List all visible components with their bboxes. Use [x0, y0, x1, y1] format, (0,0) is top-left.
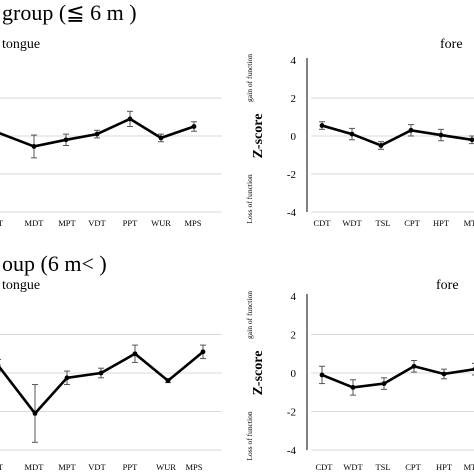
- data-point: [64, 375, 70, 381]
- x-tick-label: CDT: [316, 462, 334, 472]
- x-tick-label: MPS: [185, 462, 202, 472]
- y-tick-label: -4: [287, 207, 297, 219]
- chart-top-left: tongue PT MDT MPT VDT PPT WUR MPS: [0, 37, 222, 228]
- panel-label: fore: [440, 37, 463, 52]
- y-axis-label: Z-score: [251, 114, 266, 159]
- data-point: [381, 381, 387, 386]
- data-point: [98, 370, 104, 376]
- chart-bottom-left: tongue PT MDT MPT VDT PPT WUR MPS: [0, 278, 222, 472]
- x-tick-label: WDT: [343, 462, 363, 472]
- data-point: [127, 116, 133, 122]
- y-axis-label: Z-score: [251, 351, 266, 396]
- data-point: [32, 411, 38, 416]
- y-tick-label: 4: [291, 291, 297, 303]
- x-tick-label: MPT: [58, 462, 76, 472]
- panel-label: fore: [436, 278, 459, 293]
- data-point: [94, 131, 100, 137]
- x-tick-label: PT: [0, 218, 4, 228]
- x-tick-label: PPT: [123, 462, 138, 472]
- chart-top-right: fore 4 2 0 -2 -4 Z-score Loss of function gain …: [245, 37, 474, 228]
- y-axis-loss-label: Loss of function: [245, 174, 254, 223]
- x-tick-label: MDT: [25, 462, 45, 472]
- x-tick-label: CDT: [314, 218, 332, 228]
- x-tick-label: VDT: [88, 218, 106, 228]
- data-point: [411, 363, 417, 369]
- panel-label: tongue: [2, 37, 40, 52]
- x-tick-label: PPT: [123, 218, 138, 228]
- x-tick-label: TSL: [375, 218, 390, 228]
- x-tick-label: MPT: [58, 218, 76, 228]
- x-tick-label: HPT: [433, 218, 450, 228]
- x-tick-label: HPT: [436, 462, 453, 472]
- data-point: [132, 351, 138, 357]
- y-tick-label: 0: [291, 368, 297, 380]
- data-point: [349, 131, 355, 137]
- x-tick-label: PT: [0, 462, 4, 472]
- x-tick-label: MDT: [25, 218, 45, 228]
- data-point: [319, 372, 325, 378]
- series-line: [321, 124, 473, 147]
- x-tick-label: WDT: [342, 218, 362, 228]
- data-point: [408, 127, 414, 133]
- panel-label: tongue: [2, 278, 40, 293]
- x-tick-label: WUR: [156, 462, 176, 472]
- x-tick-label: CPT: [405, 462, 421, 472]
- series-line: [321, 364, 474, 389]
- data-point: [63, 137, 69, 143]
- data-point: [191, 124, 197, 129]
- data-point: [158, 135, 164, 141]
- y-axis-gain-label: gain of function: [245, 54, 254, 102]
- x-tick-label: VDT: [88, 462, 106, 472]
- data-point: [441, 371, 447, 377]
- series-line: [0, 350, 204, 416]
- data-point: [469, 137, 474, 143]
- data-point: [350, 385, 356, 390]
- y-tick-label: 0: [291, 131, 297, 143]
- y-tick-label: 4: [291, 55, 297, 67]
- chart-bottom-right: fore 4 2 0 -2 -4 Z-score Loss of function gain …: [245, 278, 474, 472]
- y-tick-label: -2: [287, 169, 296, 181]
- top-group-title: group (≦ 6 m ): [2, 0, 137, 25]
- x-tick-label: WUR: [151, 218, 171, 228]
- data-point: [378, 143, 384, 148]
- y-tick-label: -4: [287, 445, 297, 457]
- x-tick-label: TSL: [375, 462, 390, 472]
- y-tick-label: 2: [291, 330, 297, 342]
- data-point: [438, 132, 444, 138]
- x-tick-label: MPS: [184, 218, 201, 228]
- y-axis-loss-label: Loss of function: [245, 411, 254, 460]
- x-tick-label: CPT: [404, 218, 420, 228]
- bottom-group-title: oup (6 m< ): [2, 251, 107, 276]
- data-point: [319, 123, 325, 128]
- x-tick-label: MT: [464, 462, 474, 472]
- x-tick-label: MT: [464, 218, 474, 228]
- data-point: [165, 378, 171, 384]
- y-tick-label: -2: [287, 407, 296, 419]
- data-point: [31, 144, 37, 149]
- data-point: [200, 349, 206, 355]
- y-axis-gain-label: gain of function: [245, 291, 254, 339]
- y-tick-label: 2: [291, 93, 297, 105]
